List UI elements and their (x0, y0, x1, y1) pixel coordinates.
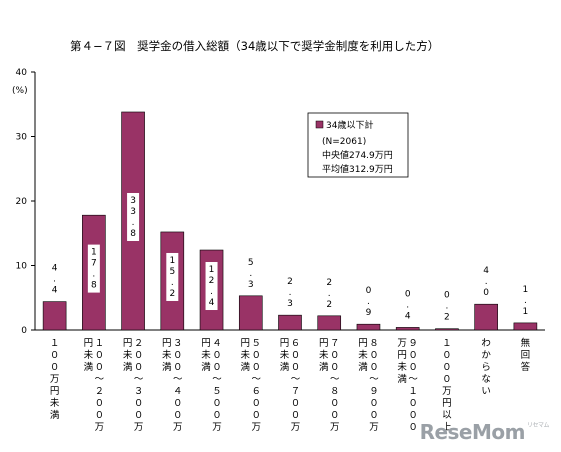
value-labels: 4. 4 1 7. 8 3 3. 8 1 5. 2 1 2. 4 5. 3 2. 3 2. 2 0. 9 0. 4 0. 2 4. 0… (52, 192, 529, 323)
watermark-brand: ReseMom (419, 420, 526, 444)
y-axis-ticks: 0 10 20 30 40 (16, 68, 35, 336)
category-label: １００万円未満 (50, 338, 60, 421)
category-label: 円未満 (162, 338, 172, 373)
category-label: 円未満 (123, 338, 133, 373)
y-axis-unit-label: (%) (12, 86, 28, 96)
bar (395, 327, 420, 331)
category-label: 無回答 (521, 337, 531, 373)
value-label: 0.4 (405, 289, 411, 321)
category-label: ６００～７００万 (291, 338, 301, 433)
y-tick-label: 20 (16, 197, 28, 207)
category-labels: １００万円未満１００～２００万円未満２００～３００万円未満３００～４００万円未満… (50, 337, 531, 433)
bar (513, 322, 538, 331)
value-label: 5.3 (248, 258, 254, 290)
bar (278, 314, 302, 331)
category-label: わからない (481, 338, 491, 397)
value-label: 0.2 (444, 291, 450, 323)
value-label-box (166, 252, 179, 301)
value-label: 4.0 (483, 266, 489, 298)
value-label: 2.3 (287, 277, 293, 309)
legend: 34歳以下計 (N=2061) 中央値274.9万円 平均値312.9万円 (307, 112, 409, 178)
category-label: ４００～５００万 (212, 338, 222, 433)
chart-title: 第４−７図 奨学金の借入総額（34歳以下で奨学金制度を利用した方） (70, 39, 439, 53)
category-label: 円未満 (358, 338, 368, 373)
category-label: ５００～６００万 (252, 338, 262, 433)
category-label: 円未満 (280, 338, 290, 373)
y-tick-label: 30 (16, 133, 28, 143)
bar (317, 315, 342, 331)
bar (435, 328, 459, 331)
value-label-box (87, 244, 100, 293)
bar (356, 323, 381, 331)
legend-box (307, 112, 409, 178)
category-label: １０００万円以上 (442, 338, 452, 433)
category-label: １００～２００万 (95, 338, 105, 433)
value-label: 0.9 (366, 286, 372, 318)
watermark-small: リセマム (526, 422, 550, 429)
bar (42, 301, 67, 331)
category-label: ７００～８００万 (330, 338, 340, 433)
y-tick-label: 10 (16, 262, 28, 272)
category-label: 円未満 (319, 338, 329, 373)
category-label: 円未満 (84, 338, 94, 373)
value-label: 1.1 (523, 285, 529, 317)
category-label: 円未満 (241, 338, 251, 373)
value-label-box (205, 262, 218, 311)
category-label: ９００～１０００ (408, 338, 418, 433)
category-label: ２００～３００万 (134, 338, 144, 433)
value-label-box (127, 192, 140, 241)
bar (238, 295, 263, 331)
bar (474, 303, 498, 331)
legend-line-median: 中央値274.9万円 (322, 149, 393, 161)
legend-swatch (315, 120, 324, 129)
y-tick-label: 0 (21, 326, 27, 336)
category-label: 円未満 (201, 338, 211, 373)
y-tick-label: 40 (16, 68, 28, 78)
value-label: 4.4 (52, 264, 58, 296)
legend-series-name: 34歳以下計 (326, 119, 373, 131)
category-label: ３００～４００万 (173, 338, 183, 433)
category-label: 万円未満 (397, 338, 407, 385)
category-label: ８００～９００万 (369, 338, 379, 433)
legend-line-n: (N=2061) (322, 137, 366, 147)
value-label: 2.2 (326, 278, 332, 310)
resemom-watermark: ReseMom リセマム (419, 420, 550, 444)
legend-line-mean: 平均値312.9万円 (322, 163, 393, 175)
